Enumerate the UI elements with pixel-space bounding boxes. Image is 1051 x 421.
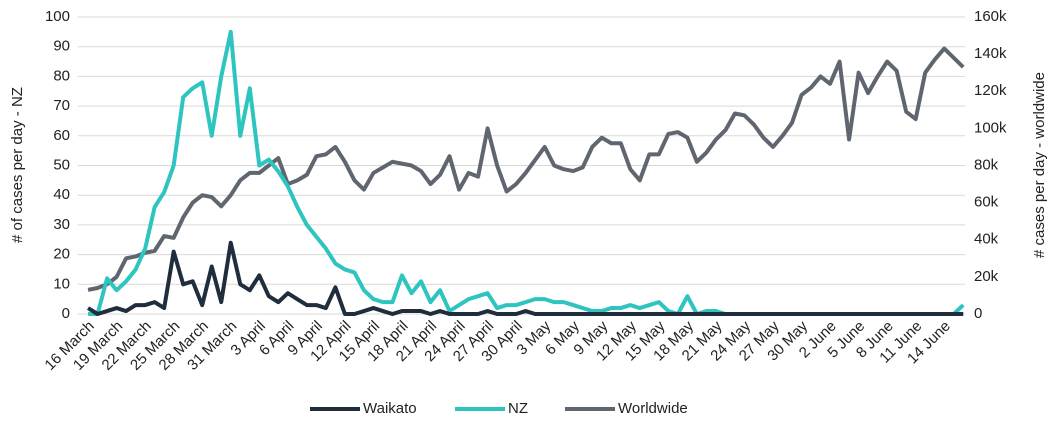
legend-label: Worldwide [618, 400, 688, 417]
y2-axis-title: # cases per day - worldwide [1031, 72, 1048, 258]
y-tick-label: 40 [53, 186, 70, 203]
y2-tick-label: 60k [974, 194, 999, 211]
y-tick-label: 60 [53, 127, 70, 144]
y-tick-label: 70 [53, 97, 70, 114]
y2-tick-label: 20k [974, 268, 999, 285]
y-tick-label: 100 [45, 8, 70, 25]
y-tick-label: 90 [53, 38, 70, 55]
series-line [87, 240, 964, 316]
legend-label: NZ [508, 400, 528, 417]
y-axis-title: # of cases per day - NZ [9, 87, 26, 243]
y-tick-label: 80 [53, 67, 70, 84]
legend-label: Waikato [363, 400, 417, 417]
y2-tick-label: 80k [974, 156, 999, 173]
y2-tick-label: 40k [974, 231, 999, 248]
y2-tick-label: 120k [974, 82, 1007, 99]
y-tick-label: 20 [53, 246, 70, 263]
y-tick-label: 50 [53, 156, 70, 173]
y-tick-label: 30 [53, 216, 70, 233]
y2-tick-label: 100k [974, 119, 1007, 136]
y2-tick-label: 160k [974, 8, 1007, 25]
y2-tick-label: 0 [974, 305, 982, 322]
y-tick-label: 0 [62, 305, 70, 322]
y-tick-label: 10 [53, 275, 70, 292]
series-line [87, 46, 965, 292]
y2-tick-label: 140k [974, 45, 1007, 62]
